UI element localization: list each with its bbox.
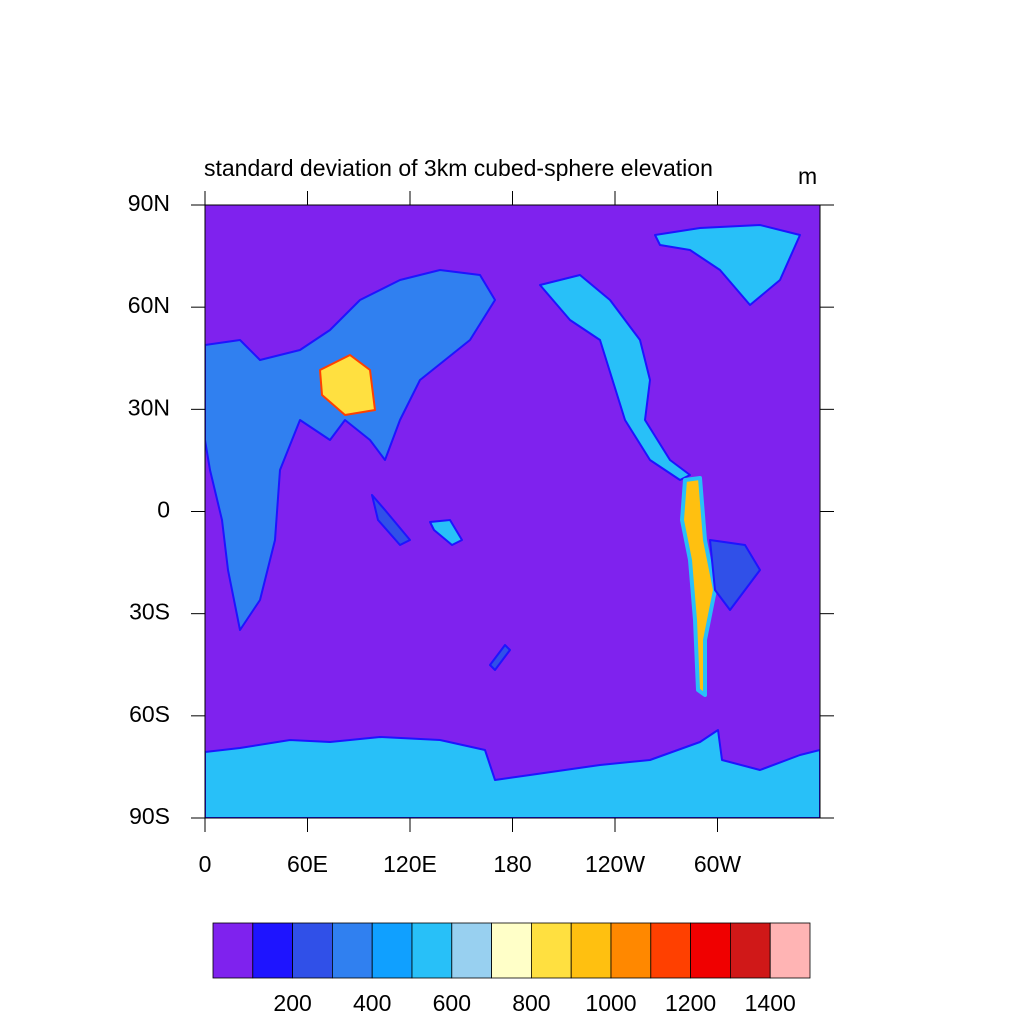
colorbar-box	[730, 922, 771, 979]
colorbar-box	[650, 922, 691, 979]
y-tick-label: 60N	[128, 292, 170, 318]
colorbar-box	[610, 922, 652, 979]
colorbar-box	[331, 922, 373, 979]
colorbar-box	[491, 922, 532, 979]
map-background	[205, 205, 820, 818]
y-tick-label: 90N	[128, 190, 170, 216]
terrain	[205, 224, 820, 818]
colorbar-box	[769, 922, 811, 979]
y-tick-label: 0	[157, 497, 170, 523]
colorbar-box	[371, 922, 413, 979]
colorbar-label: 1400	[745, 990, 796, 1016]
colorbar-box	[292, 922, 333, 979]
colorbar-box	[212, 922, 254, 979]
colorbar-label: 400	[353, 990, 391, 1016]
x-tick-label: 60W	[694, 851, 742, 877]
x-tick-label: 180	[493, 851, 531, 877]
map-title: standard deviation of 3km cubed-sphere e…	[204, 155, 713, 181]
y-tick-label: 30N	[128, 394, 170, 420]
colorbar-label: 200	[273, 990, 311, 1016]
colorbar-label: 600	[433, 990, 471, 1016]
y-tick-label: 30S	[129, 599, 170, 625]
x-tick-label: 120E	[383, 851, 437, 877]
colorbar-box	[570, 922, 612, 979]
colorbar-label: 1000	[585, 990, 636, 1016]
colorbar-box	[252, 922, 294, 979]
colorbar-box	[451, 922, 492, 979]
y-tick-label: 90S	[129, 803, 170, 829]
x-tick-label: 0	[199, 851, 212, 877]
colorbar-label: 800	[512, 990, 550, 1016]
x-tick-label: 120W	[585, 851, 645, 877]
colorbar-box	[411, 922, 453, 979]
colorbar-box	[690, 922, 731, 979]
colorbar-label: 1200	[665, 990, 716, 1016]
x-tick-label: 60E	[287, 851, 328, 877]
colorbar-box	[531, 922, 572, 979]
y-tick-label: 60S	[129, 701, 170, 727]
units-label: m	[798, 163, 817, 189]
